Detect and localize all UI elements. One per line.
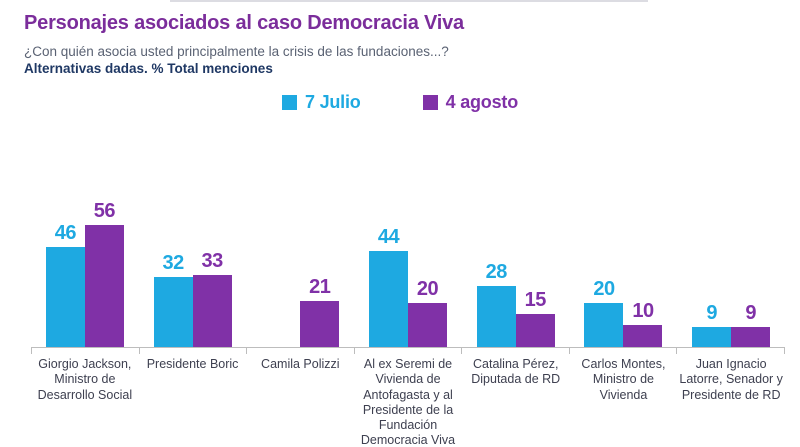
bar-chart: 46 56 32 33 21 44 20 28 15 20 10 9 9 Giorgio Jackson… bbox=[31, 186, 786, 447]
bar-agosto bbox=[731, 327, 771, 347]
value-label: 9 bbox=[745, 302, 756, 324]
legend-item-julio: 7 Julio bbox=[281, 92, 361, 113]
category-label: Presidente Boric bbox=[146, 357, 239, 371]
bar-slot: 46 bbox=[45, 222, 85, 347]
value-label: 56 bbox=[93, 200, 116, 222]
chart-question: ¿Con quién asocia usted principalmente l… bbox=[24, 44, 449, 59]
bar-slot: 20 bbox=[584, 278, 624, 347]
axis-tick bbox=[677, 348, 786, 354]
value-label: 21 bbox=[309, 276, 331, 298]
bar-slot: 9 bbox=[731, 302, 771, 347]
bar-slot: 33 bbox=[192, 250, 232, 347]
category-group: 21 bbox=[246, 186, 354, 347]
axis-ticks bbox=[31, 348, 786, 354]
legend-label: 4 agosto bbox=[445, 92, 519, 112]
legend-swatch-icon bbox=[422, 95, 438, 110]
axis-tick bbox=[355, 348, 463, 354]
axis-tick bbox=[247, 348, 355, 354]
value-label: 9 bbox=[706, 302, 717, 324]
axis-tick bbox=[570, 348, 678, 354]
category-group: 20 10 bbox=[570, 186, 678, 347]
category-label: Juan Ignacio Latorre, Senador y Presiden… bbox=[679, 357, 783, 402]
legend-label: 7 Julio bbox=[304, 92, 361, 112]
category-label: Camila Polizzi bbox=[261, 357, 340, 371]
value-label: 10 bbox=[632, 300, 654, 322]
category-group: 32 33 bbox=[139, 186, 247, 347]
category-group: 44 20 bbox=[354, 186, 462, 347]
bar-julio bbox=[584, 303, 624, 347]
bar-slot: 28 bbox=[476, 261, 516, 347]
bar-agosto bbox=[300, 301, 340, 347]
value-label: 28 bbox=[485, 261, 508, 283]
bar-julio bbox=[692, 327, 732, 347]
category-label: Catalina Pérez, Diputada de RD bbox=[471, 357, 561, 387]
bar-slot: 44 bbox=[369, 226, 409, 347]
bar-agosto bbox=[515, 314, 555, 347]
bar-agosto bbox=[623, 325, 663, 347]
bar-slot: 10 bbox=[623, 300, 663, 347]
axis-tick bbox=[31, 348, 140, 354]
bar-julio bbox=[153, 277, 193, 347]
category-group: 46 56 bbox=[31, 186, 139, 347]
category-labels: Giorgio Jackson, Ministro de Desarrollo … bbox=[31, 357, 785, 447]
bar-agosto bbox=[408, 303, 448, 347]
value-label: 20 bbox=[593, 278, 615, 300]
value-label: 20 bbox=[416, 278, 439, 300]
bar-slot: 32 bbox=[153, 252, 193, 347]
top-divider bbox=[170, 0, 648, 2]
plot-area: 46 56 32 33 21 44 20 28 15 20 10 9 9 bbox=[31, 186, 785, 348]
category-label: Al ex Seremi de Vivienda de Antofagasta … bbox=[360, 357, 456, 447]
value-label: 44 bbox=[377, 226, 400, 248]
value-label: 46 bbox=[54, 222, 77, 244]
legend-swatch-icon bbox=[281, 95, 297, 110]
bar-slot: 56 bbox=[84, 200, 124, 347]
bar-julio bbox=[369, 251, 409, 347]
bar-slot: 21 bbox=[300, 276, 340, 347]
category-label: Giorgio Jackson, Ministro de Desarrollo … bbox=[37, 357, 133, 402]
value-label: 33 bbox=[201, 250, 223, 272]
chart-note: Alternativas dadas. % Total menciones bbox=[24, 61, 273, 76]
bar-agosto bbox=[192, 275, 232, 347]
bar-slot: 15 bbox=[515, 289, 555, 347]
bar-agosto bbox=[84, 225, 124, 347]
axis-tick bbox=[140, 348, 248, 354]
header: Personajes asociados al caso Democracia … bbox=[0, 0, 800, 76]
category-label: Carlos Montes, Ministro de Vivienda bbox=[581, 357, 666, 402]
category-group: 28 15 bbox=[462, 186, 570, 347]
bar-julio bbox=[45, 247, 85, 347]
page-title: Personajes asociados al caso Democracia … bbox=[24, 12, 464, 34]
value-label: 15 bbox=[524, 289, 547, 311]
bar-slot: 9 bbox=[692, 302, 732, 347]
bar-slot: 20 bbox=[408, 278, 448, 347]
legend-item-agosto: 4 agosto bbox=[422, 92, 519, 113]
axis-tick bbox=[462, 348, 570, 354]
value-label: 32 bbox=[162, 252, 184, 274]
legend: 7 Julio 4 agosto bbox=[0, 92, 800, 113]
bar-julio bbox=[476, 286, 516, 347]
